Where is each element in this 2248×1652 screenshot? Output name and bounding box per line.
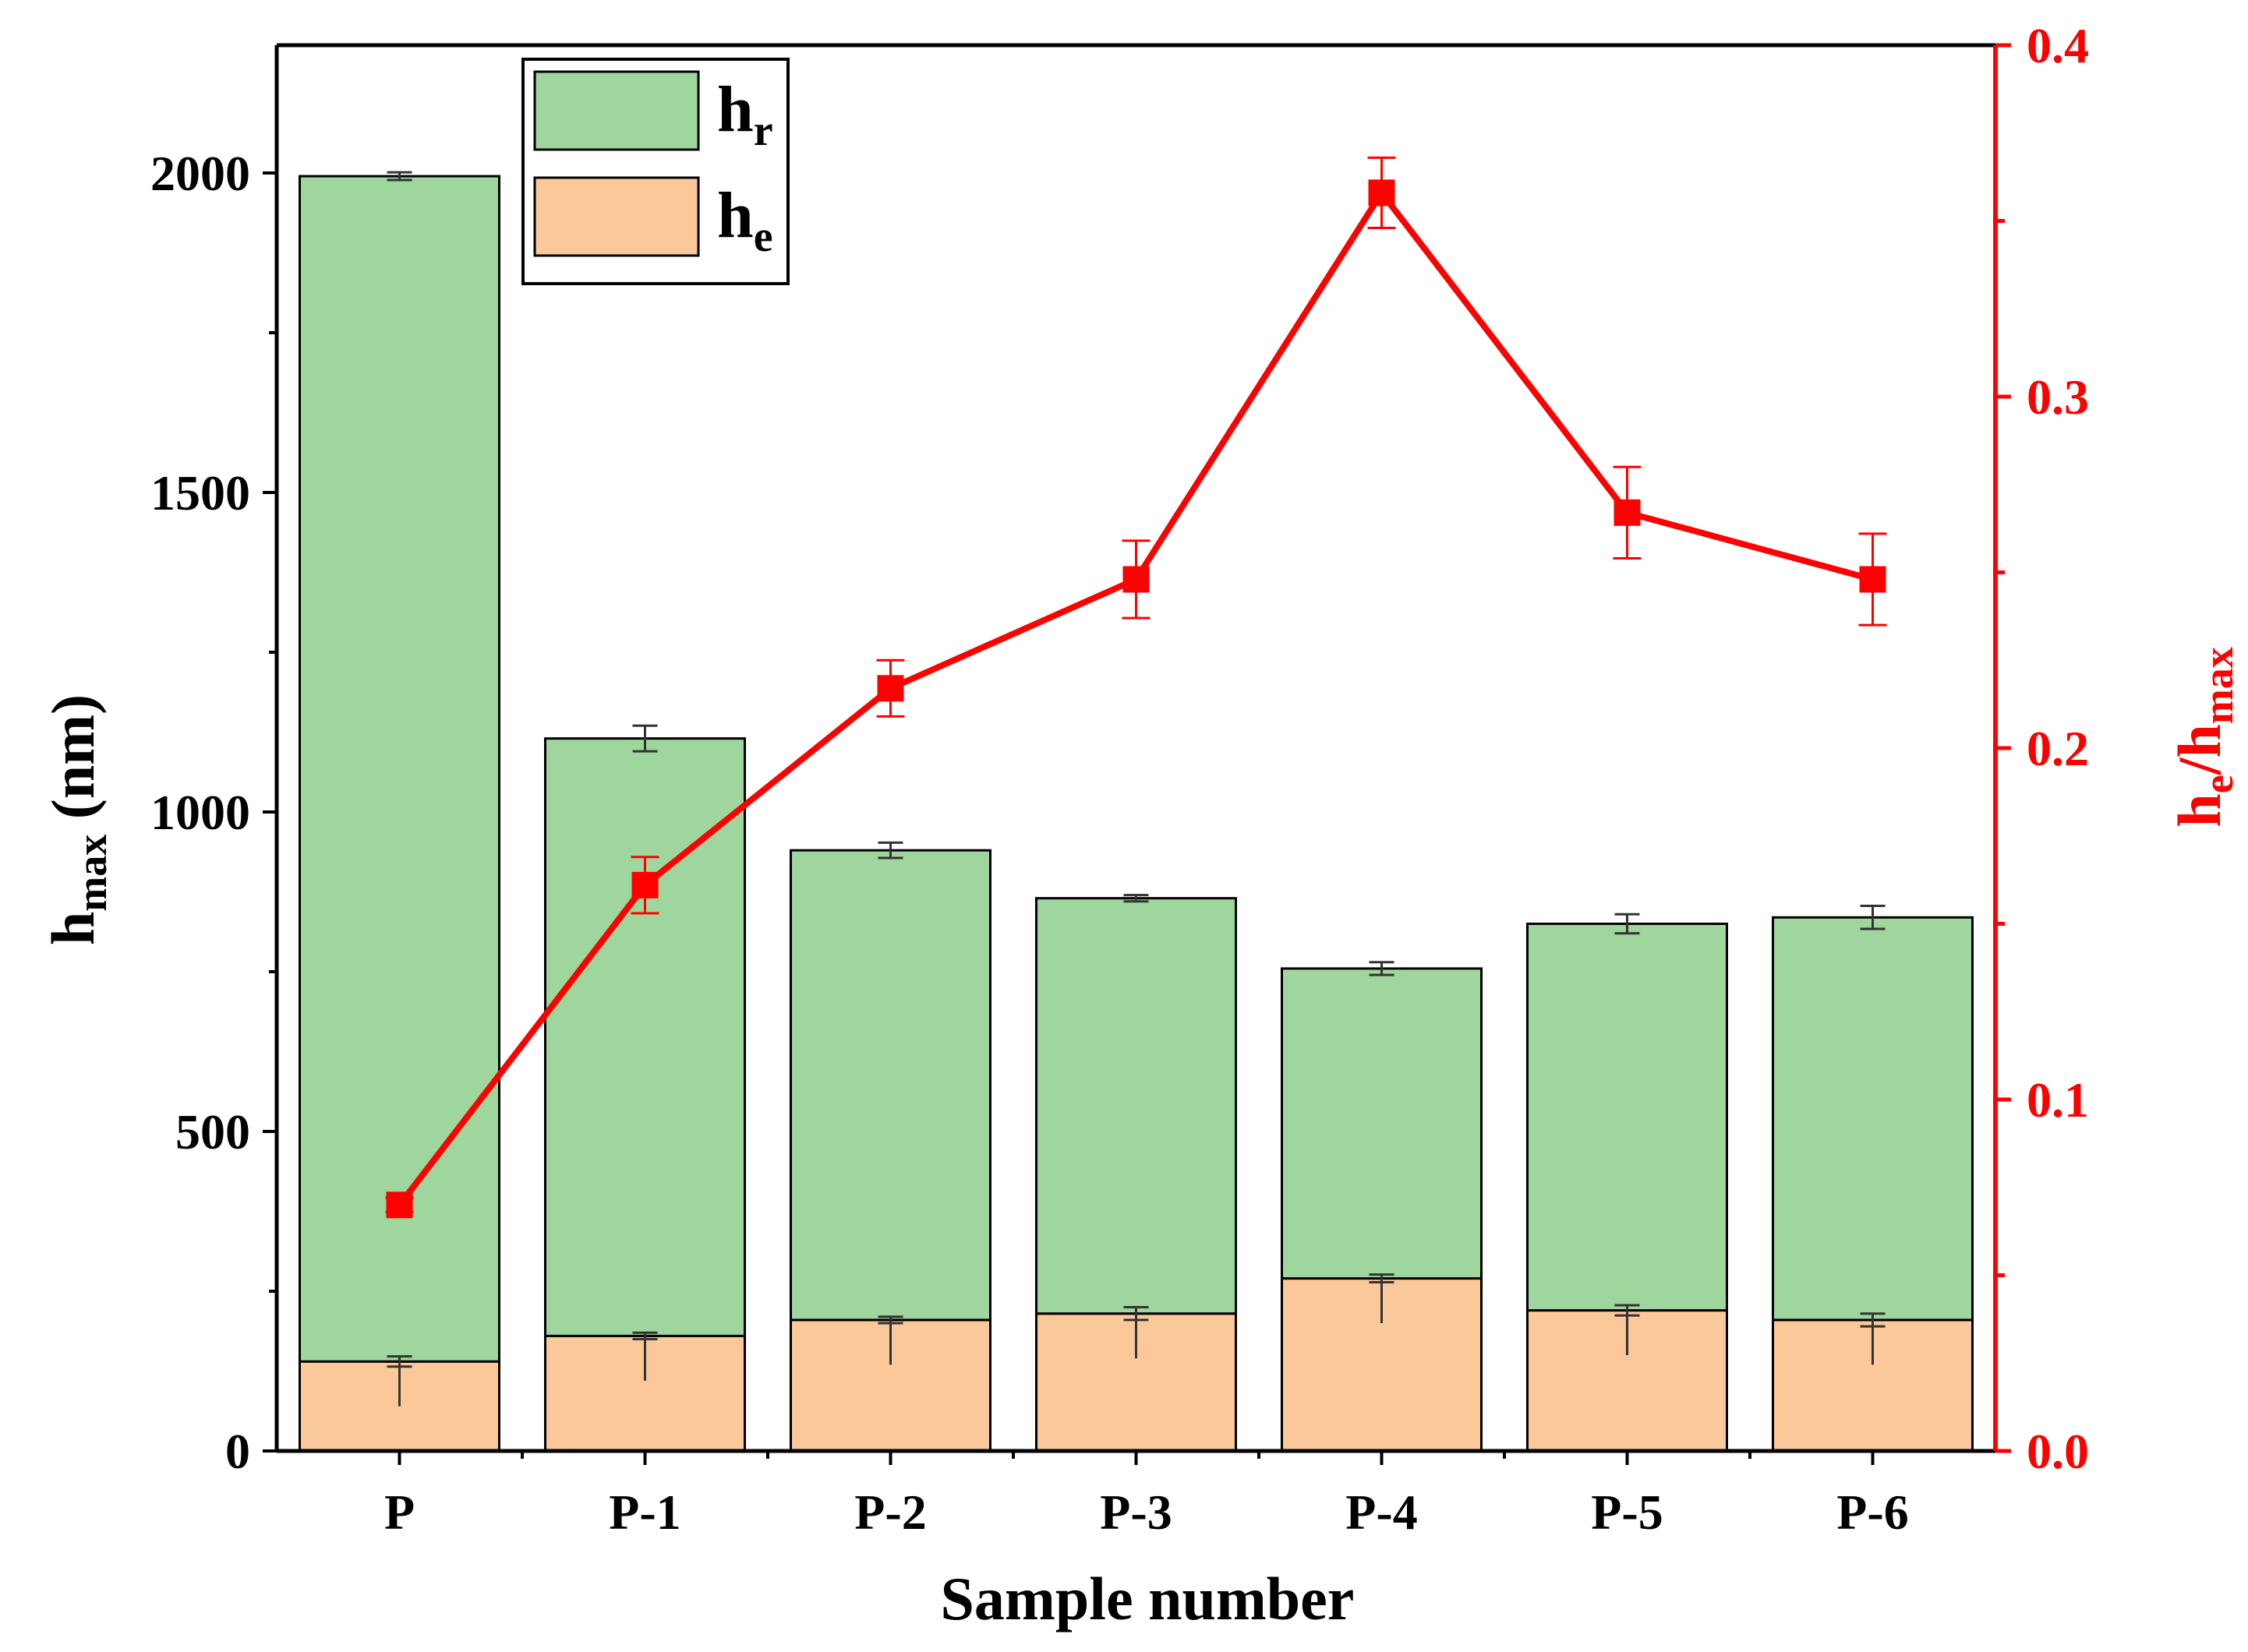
bar-h-r-P-3 xyxy=(1035,897,1237,1315)
bar-error-bars xyxy=(387,171,1886,1407)
y-left-title-unit: (nm) xyxy=(39,694,107,835)
x-tick-label-P: P xyxy=(384,1484,415,1540)
ratio-point-P-2 xyxy=(877,675,904,702)
x-tick-label-P-4: P-4 xyxy=(1345,1484,1417,1540)
bar-h-r-P-4 xyxy=(1281,967,1483,1280)
y-right-title-sub-e: e xyxy=(2195,775,2242,793)
y-left-tick-label-1500: 1500 xyxy=(150,465,250,521)
x-tick-label-P-3: P-3 xyxy=(1100,1484,1172,1540)
y-left-title-base: h xyxy=(39,912,107,945)
ticks-layer: 0 500 1000 1500 2000 0.0 0.1 0.2 0.3 0.4 P P-1 P-2 P-… xyxy=(150,18,2089,1540)
x-tick-label-P-1: P-1 xyxy=(609,1484,680,1540)
bar-h-r-P-6 xyxy=(1772,916,1974,1322)
y-right-tick-label-0.2: 0.2 xyxy=(2027,721,2089,776)
y-left-tick-label-500: 500 xyxy=(175,1104,250,1160)
y-left-tick-label-2000: 2000 xyxy=(150,146,250,201)
y-right-tick-label-0.0: 0.0 xyxy=(2027,1424,2089,1479)
y-right-title-base: h xyxy=(2165,793,2233,827)
ratio-point-P-6 xyxy=(1859,566,1886,593)
legend-label-h-e-base: h xyxy=(717,179,754,252)
y-right-title-slash: /h xyxy=(2165,724,2233,775)
y-left-tick-label-1000: 1000 xyxy=(150,785,250,840)
ratio-point-P-5 xyxy=(1614,499,1641,526)
legend-label-h-r-base: h xyxy=(717,73,754,146)
y-right-title-sub-max: max xyxy=(2195,647,2242,724)
legend-swatch-h-r xyxy=(533,70,700,151)
x-tick-label-P-2: P-2 xyxy=(854,1484,926,1540)
y-left-title-sub: max xyxy=(69,835,115,912)
legend-label-h-r-sub: r xyxy=(754,107,773,155)
x-tick-label-P-5: P-5 xyxy=(1591,1484,1663,1540)
bar-h-r-P-2 xyxy=(790,849,991,1322)
y-left-tick-label-0: 0 xyxy=(225,1424,250,1479)
ratio-point-P-4 xyxy=(1368,179,1395,206)
legend-swatch-h-e xyxy=(533,176,700,257)
x-axis-title: Sample number xyxy=(941,1565,1355,1633)
ratio-line-layer xyxy=(385,156,1887,1219)
x-tick-label-P-6: P-6 xyxy=(1836,1484,1908,1540)
y-right-axis-title: he/hmax xyxy=(2165,647,2242,827)
y-left-axis-title: hmax (nm) xyxy=(39,694,115,945)
bars-layer xyxy=(299,175,1974,1453)
bar-h-r-P-5 xyxy=(1526,923,1728,1312)
legend-label-h-r: hr xyxy=(717,73,773,155)
ratio-point-P-1 xyxy=(631,871,659,898)
legend-label-h-e: he xyxy=(717,179,773,261)
y-right-tick-label-0.1: 0.1 xyxy=(2027,1072,2089,1128)
legend-label-h-e-sub: e xyxy=(754,213,773,261)
ratio-point-P xyxy=(386,1191,413,1219)
y-right-tick-label-0.4: 0.4 xyxy=(2027,18,2089,73)
y-right-tick-label-0.3: 0.3 xyxy=(2027,369,2089,425)
ratio-point-P-3 xyxy=(1122,566,1150,593)
legend: hr he xyxy=(521,58,790,285)
bar-h-r-P xyxy=(299,175,500,1363)
